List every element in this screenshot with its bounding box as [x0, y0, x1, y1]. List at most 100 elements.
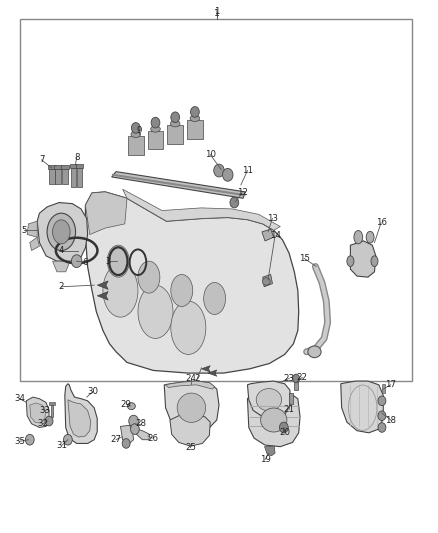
Circle shape: [378, 411, 386, 421]
Ellipse shape: [177, 393, 206, 422]
Ellipse shape: [127, 403, 135, 409]
Bar: [76, 164, 83, 168]
Polygon shape: [208, 370, 217, 376]
Polygon shape: [265, 446, 275, 456]
Circle shape: [122, 439, 130, 448]
Text: 32: 32: [37, 419, 49, 428]
Text: 19: 19: [260, 455, 270, 464]
Circle shape: [214, 164, 224, 177]
Text: 11: 11: [242, 166, 253, 175]
Text: 6: 6: [83, 258, 88, 266]
Bar: [382, 384, 385, 393]
Text: 24: 24: [185, 374, 196, 383]
Bar: [289, 393, 293, 404]
Circle shape: [230, 197, 239, 208]
Text: 33: 33: [39, 406, 50, 415]
Text: 31: 31: [57, 441, 68, 449]
Ellipse shape: [131, 131, 141, 138]
Text: 4: 4: [59, 246, 64, 255]
Polygon shape: [85, 192, 127, 235]
Bar: [49, 169, 55, 184]
Ellipse shape: [107, 245, 129, 277]
Ellipse shape: [190, 115, 200, 122]
Polygon shape: [27, 221, 37, 237]
Polygon shape: [97, 281, 108, 289]
Polygon shape: [167, 125, 183, 144]
Bar: [77, 168, 82, 187]
Text: 7: 7: [39, 156, 44, 164]
Ellipse shape: [204, 282, 226, 314]
Text: 22: 22: [297, 373, 308, 382]
Ellipse shape: [47, 213, 76, 251]
Text: 20: 20: [279, 429, 290, 437]
Text: 13: 13: [267, 214, 278, 223]
Ellipse shape: [103, 264, 138, 317]
Bar: [61, 165, 69, 169]
Ellipse shape: [171, 274, 193, 306]
Polygon shape: [164, 381, 219, 432]
Text: 2: 2: [194, 375, 200, 383]
Text: 28: 28: [135, 419, 147, 428]
Polygon shape: [262, 229, 274, 241]
Ellipse shape: [170, 120, 180, 127]
Circle shape: [171, 112, 180, 123]
Text: 18: 18: [385, 416, 396, 424]
Ellipse shape: [151, 126, 160, 132]
Circle shape: [191, 107, 199, 117]
Circle shape: [131, 424, 139, 434]
Polygon shape: [26, 397, 49, 427]
Polygon shape: [350, 241, 376, 277]
Bar: [54, 165, 62, 169]
Text: 35: 35: [14, 437, 25, 446]
Ellipse shape: [53, 220, 70, 244]
Circle shape: [129, 415, 138, 427]
Polygon shape: [201, 366, 210, 372]
Bar: [55, 169, 61, 184]
Bar: [71, 168, 76, 187]
Text: 27: 27: [110, 435, 122, 444]
Text: 9: 9: [137, 126, 142, 135]
Ellipse shape: [171, 301, 206, 354]
Ellipse shape: [138, 285, 173, 338]
Text: 3: 3: [106, 257, 111, 265]
Text: 30: 30: [87, 387, 99, 396]
Ellipse shape: [347, 256, 354, 266]
Text: 14: 14: [269, 231, 281, 240]
Polygon shape: [85, 192, 299, 373]
Bar: [49, 402, 55, 405]
Ellipse shape: [261, 408, 287, 432]
Ellipse shape: [308, 346, 321, 358]
Ellipse shape: [371, 256, 378, 266]
Polygon shape: [128, 136, 144, 155]
Text: 15: 15: [299, 254, 310, 263]
Polygon shape: [97, 292, 108, 300]
Polygon shape: [123, 189, 280, 230]
Polygon shape: [120, 425, 134, 443]
Circle shape: [223, 168, 233, 181]
Polygon shape: [68, 400, 91, 437]
Text: 5: 5: [21, 226, 27, 235]
Bar: [48, 165, 56, 169]
Text: 34: 34: [14, 394, 25, 403]
Ellipse shape: [366, 231, 374, 243]
Text: 26: 26: [147, 434, 158, 442]
Circle shape: [25, 434, 34, 445]
Text: 1: 1: [214, 7, 219, 16]
Circle shape: [131, 123, 140, 133]
Text: 17: 17: [385, 381, 396, 389]
Circle shape: [45, 416, 53, 426]
Ellipse shape: [256, 389, 282, 411]
Bar: [51, 405, 53, 417]
Polygon shape: [166, 381, 215, 389]
Polygon shape: [37, 203, 88, 261]
Text: 2: 2: [59, 282, 64, 291]
Circle shape: [378, 423, 386, 432]
Bar: [70, 164, 77, 168]
Text: 29: 29: [121, 400, 131, 408]
Ellipse shape: [138, 261, 160, 293]
Polygon shape: [187, 120, 203, 139]
Bar: [20, 19, 412, 381]
Text: 25: 25: [185, 443, 196, 452]
Bar: [62, 169, 68, 184]
Polygon shape: [170, 415, 210, 446]
